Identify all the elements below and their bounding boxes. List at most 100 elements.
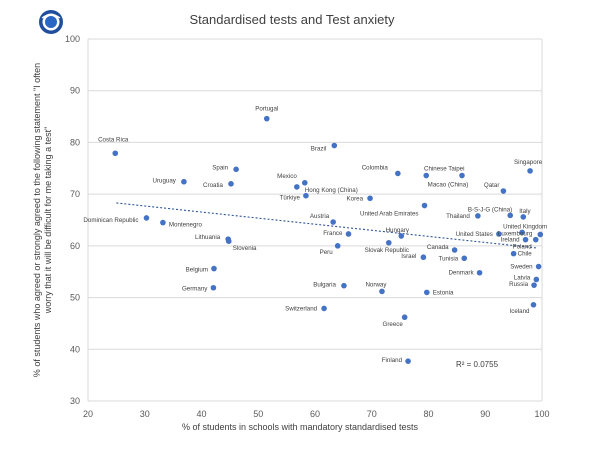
data-point [303, 192, 309, 199]
data-point [181, 178, 187, 185]
data-point [537, 231, 544, 238]
data-point [228, 181, 234, 187]
data-point [459, 172, 465, 179]
data-point [401, 314, 408, 321]
data-point [263, 115, 270, 122]
data-point-label: Montenegro [169, 222, 203, 229]
x-tick-label: 60 [310, 409, 320, 419]
data-point-label: France [323, 230, 343, 237]
x-tick-label: 80 [423, 409, 433, 419]
data-point-label: Canada [427, 244, 449, 251]
data-point [522, 236, 529, 243]
data-point [533, 276, 540, 283]
data-point-label: Poland [512, 244, 532, 251]
chart-title: Standardised tests and Test anxiety [190, 12, 395, 27]
data-point [341, 282, 347, 289]
data-point [398, 233, 405, 239]
x-tick-label: 50 [253, 409, 263, 419]
data-point-label: Latvia [514, 274, 531, 281]
data-point [475, 213, 481, 219]
data-point-label: Estonia [433, 289, 454, 296]
data-point-label: Brazil [311, 146, 326, 153]
y-tick-label: 30 [70, 396, 80, 406]
data-point-label: Peru [320, 249, 334, 256]
x-tick-label: 90 [480, 409, 490, 419]
x-tick-label: 40 [196, 409, 206, 419]
data-point [520, 214, 527, 220]
oecd-logo [38, 9, 64, 35]
data-point-label: Chile [518, 251, 533, 258]
x-tick-label: 70 [367, 409, 377, 419]
data-point-label: Hong Kong (China) [305, 187, 358, 194]
data-point-label: Spain [212, 164, 228, 171]
data-point [143, 215, 150, 221]
data-point-label: United Kingdom [503, 223, 547, 230]
x-tick-label: 30 [140, 409, 150, 419]
data-point-label: Denmark [448, 270, 474, 277]
data-point-label: Colombia [362, 164, 389, 171]
data-point-label: Belgium [186, 267, 208, 274]
y-axis-label-line2: worry that it will be difficult for me t… [43, 127, 53, 315]
data-point-label: Iceland [510, 308, 531, 315]
data-point-label: United Arab Emirates [360, 211, 418, 218]
data-point-label: Dominican Republic [83, 217, 138, 224]
data-point-label: Singapore [514, 159, 543, 166]
data-point-label: Tunisia [439, 255, 459, 262]
data-point [331, 142, 338, 149]
y-tick-label: 70 [70, 189, 80, 199]
data-point-label: Macao (China) [428, 182, 469, 189]
data-point [423, 289, 430, 296]
data-point [532, 236, 539, 243]
data-point-label: Portugal [255, 106, 278, 113]
data-point-label: Germany [182, 286, 208, 293]
data-point-label: Uruguay [153, 178, 177, 185]
data-point [301, 179, 308, 186]
data-point [496, 231, 502, 237]
y-tick-label: 60 [70, 241, 80, 251]
data-point [507, 212, 514, 219]
data-point-label: Switzerland [285, 305, 318, 312]
data-point [527, 168, 533, 174]
data-point-label: Türkiye [280, 195, 301, 202]
y-tick-label: 40 [70, 344, 80, 354]
data-point [510, 250, 517, 257]
y-tick-label: 50 [70, 293, 80, 303]
data-point-label: Ireland [501, 237, 520, 244]
data-point-label: Thailand [446, 213, 470, 220]
data-point [225, 238, 232, 245]
x-tick-label: 20 [83, 409, 93, 419]
data-point-label: Norway [365, 281, 387, 288]
data-point [421, 202, 428, 209]
data-point-label: Luxembourg [498, 230, 533, 237]
data-point [330, 219, 336, 225]
data-point [500, 188, 507, 194]
y-tick-label: 100 [65, 34, 80, 44]
data-point-label: Croatia [203, 182, 224, 189]
data-point-label: Chinese Taipei [424, 166, 464, 173]
data-point [321, 305, 327, 312]
data-point [210, 284, 217, 291]
data-point [451, 247, 458, 253]
data-point [420, 254, 427, 261]
y-tick-label: 90 [70, 86, 80, 96]
data-point [531, 282, 537, 288]
data-point-label: United States [456, 231, 493, 238]
x-axis-label: % of students in schools with mandatory … [182, 422, 419, 432]
data-point [519, 229, 525, 236]
data-point-label: B-S-J-G (China) [468, 206, 512, 213]
data-point [160, 219, 166, 226]
data-point-label: Costa Rica [98, 136, 129, 143]
data-point-label: Austria [310, 213, 330, 220]
data-point [476, 269, 483, 276]
data-point-label: Mexico [277, 173, 297, 180]
data-point-label: Slovak Republic [365, 247, 409, 254]
data-point [535, 263, 542, 270]
data-point [379, 288, 385, 295]
x-tick-label: 100 [534, 409, 549, 419]
data-point-label: Hungary [386, 227, 410, 234]
data-point-label: Sweden [510, 264, 533, 271]
data-point [385, 239, 392, 246]
y-axis-label-line1: % of students who agreed or strongly agr… [32, 63, 42, 377]
data-point-label: Italy [519, 208, 531, 215]
data-point [233, 166, 239, 173]
